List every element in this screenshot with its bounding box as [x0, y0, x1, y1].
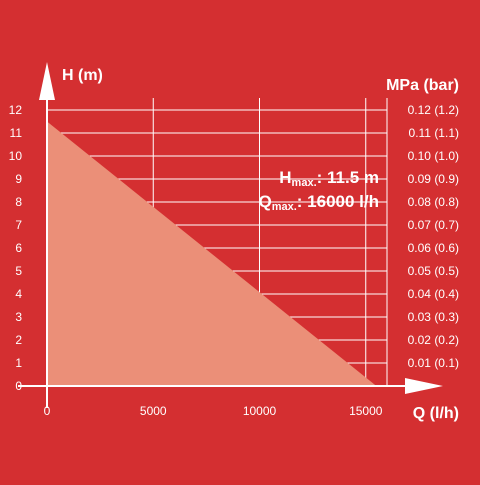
hmax-main: H	[279, 168, 291, 187]
axis-layer	[18, 62, 443, 408]
right-tick-label: 0.05 (0.5)	[408, 264, 459, 278]
y-tick-label: 9	[15, 172, 22, 186]
x-tick-label: 5000	[140, 404, 167, 418]
x-tick-label: 0	[44, 404, 51, 418]
hmax-value: : 11.5 m	[317, 168, 379, 187]
y-tick-label: 8	[15, 195, 22, 209]
y-axis-title: H (m)	[62, 67, 103, 84]
right-tick-label: 0.02 (0.2)	[408, 333, 459, 347]
right-tick-label: 0.09 (0.9)	[408, 172, 459, 186]
x-tick-label: 10000	[243, 404, 277, 418]
right-tick-label: 0.04 (0.4)	[408, 287, 459, 301]
qmax-value: : 16000 l/h	[297, 192, 379, 211]
right-tick-label: 0.11 (1.1)	[409, 126, 459, 140]
y-tick-label: 2	[15, 333, 22, 347]
y-tick-label: 4	[15, 287, 22, 301]
y-tick-label: 3	[15, 310, 22, 324]
right-tick-label: 0.03 (0.3)	[408, 310, 459, 324]
qmax-main: Q	[258, 192, 271, 211]
right-tick-label: 0.01 (0.1)	[408, 356, 459, 370]
right-tick-label: 0.07 (0.7)	[408, 218, 459, 232]
hmax-annotation: Hmax.: 11.5 m	[279, 168, 379, 189]
right-tick-label: 0.12 (1.2)	[408, 103, 459, 117]
right-tick-label: 0.06 (0.6)	[408, 241, 459, 255]
y-tick-label: 11	[10, 126, 23, 140]
y-tick-label: 5	[15, 264, 22, 278]
y-tick-label: 0	[15, 379, 22, 393]
y-tick-label: 6	[15, 241, 22, 255]
area-layer	[47, 121, 377, 386]
y-axis-right-title: MPa (bar)	[386, 77, 459, 94]
y-tick-label: 7	[15, 218, 22, 232]
right-tick-label: 0.10 (1.0)	[408, 149, 459, 163]
y-axis-arrow	[39, 62, 55, 100]
qmax-subscript: max.	[272, 201, 297, 213]
x-axis-title: Q (l/h)	[413, 405, 459, 422]
qmax-annotation: Qmax.: 16000 l/h	[258, 192, 379, 213]
x-tick-label: 15000	[349, 404, 383, 418]
right-tick-label: 0.08 (0.8)	[408, 195, 459, 209]
performance-area	[47, 121, 377, 386]
y-tick-label: 1	[15, 356, 22, 370]
x-axis-arrow	[405, 378, 443, 394]
y-tick-label: 12	[9, 103, 23, 117]
hmax-subscript: max.	[292, 177, 317, 189]
y-tick-label: 10	[9, 149, 23, 163]
